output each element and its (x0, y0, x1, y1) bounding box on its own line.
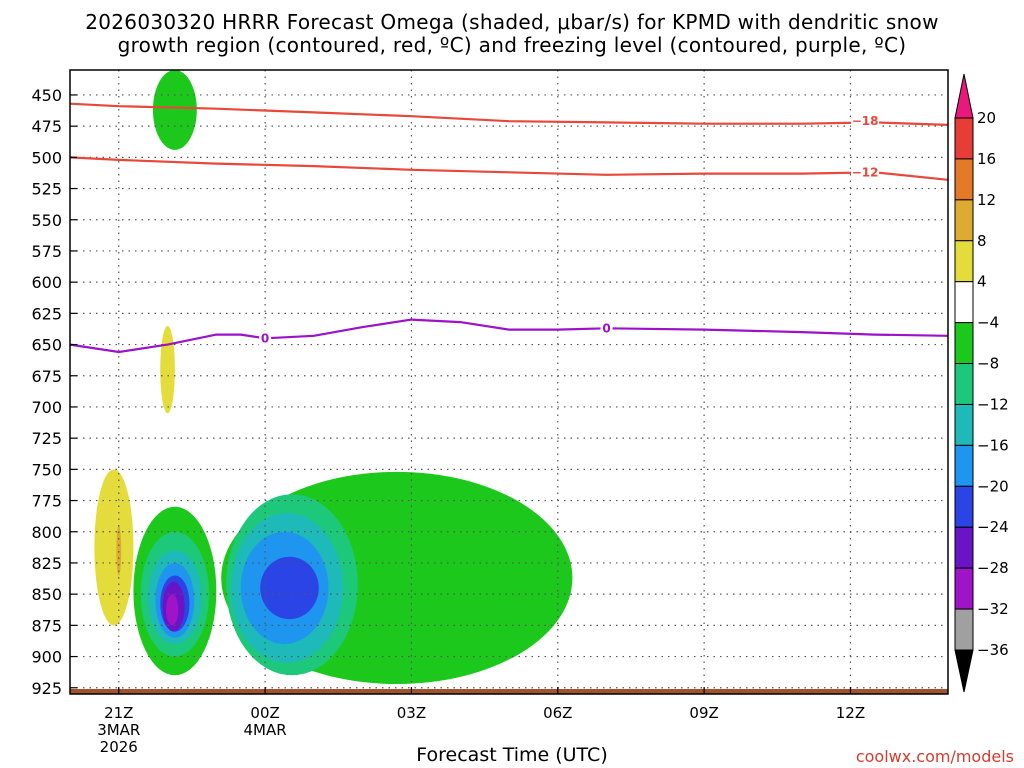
xtick-label-9-0: 06Z (543, 704, 572, 722)
colorbar-label-4: 4 (977, 273, 987, 291)
colorbar-segment-6 (954, 363, 974, 405)
contour-label-bg-1-0 (851, 164, 880, 180)
contour-label-1-0: −12 (852, 165, 879, 179)
colorbar-segment-1 (954, 158, 974, 201)
contour-label-2-1: 0 (602, 321, 610, 335)
temperature-contours (70, 102, 948, 354)
chart-title-line-1: 2026030320 HRRR Forecast Omega (shaded, … (85, 10, 939, 34)
ytick-label-900: 900 (31, 648, 62, 667)
ytick-label-550: 550 (31, 211, 62, 230)
xtick-label-0-1: 3MAR (97, 721, 140, 739)
ytick-label-800: 800 (31, 523, 62, 542)
colorbar-segment-11 (954, 567, 974, 610)
colorbar-segment-9 (954, 485, 974, 528)
colorbar-label-13: −36 (977, 641, 1009, 659)
omega-region-3 (116, 525, 122, 576)
ytick-label-850: 850 (31, 585, 62, 604)
contour-label-bg-2-0 (259, 330, 272, 346)
ytick-label-775: 775 (31, 492, 62, 511)
contour-label-0-0: −18 (852, 114, 879, 128)
ytick-label-725: 725 (31, 429, 62, 448)
colorbar-top-arrow (954, 73, 974, 119)
xtick-label-15-0: 12Z (836, 704, 865, 722)
ytick-label-600: 600 (31, 273, 62, 292)
contour-line-1 (70, 156, 948, 181)
contour-label-2-0: 0 (261, 331, 269, 345)
contour-label-bg-2-1 (600, 320, 613, 336)
omega-region-15 (260, 556, 319, 620)
colorbar-label-3: 8 (977, 232, 987, 250)
colorbar-label-6: −8 (977, 355, 999, 373)
colorbar-label-10: −24 (977, 518, 1009, 536)
contour-labels: −18 −12 0 0 (259, 113, 880, 346)
colorbar-segment-2 (954, 199, 974, 242)
ytick-label-700: 700 (31, 398, 62, 417)
xtick-label-6-0: 03Z (397, 704, 426, 722)
contour-line-0 (70, 102, 948, 126)
chart-title-line-2: growth region (contoured, red, ºC) and f… (117, 33, 907, 57)
surface-strip (70, 689, 948, 694)
ytick-label-675: 675 (31, 367, 62, 386)
ytick-label-450: 450 (31, 86, 62, 105)
xtick-label-0-0: 21Z (104, 704, 133, 722)
xtick-label-3-1: 4MAR (244, 721, 287, 739)
ytick-label-825: 825 (31, 554, 62, 573)
xtick-label-12-0: 09Z (689, 704, 718, 722)
ytick-label-475: 475 (31, 117, 62, 136)
colorbar-label-1: 16 (977, 150, 996, 168)
colorbar-segment-0 (954, 117, 974, 160)
colorbar-segment-12 (954, 608, 974, 651)
ytick-label-575: 575 (31, 242, 62, 261)
contour-label-bg-0-0 (851, 113, 880, 129)
colorbar-segment-7 (954, 403, 974, 446)
surface-terrain (70, 689, 948, 694)
colorbar-segment-4 (954, 281, 974, 324)
credit-link[interactable]: coolwx.com/models (855, 747, 1014, 766)
ytick-label-875: 875 (31, 616, 62, 635)
colorbar-label-12: −32 (977, 600, 1009, 618)
colorbar-segment-3 (954, 240, 974, 283)
colorbar-bottom-arrow (954, 649, 974, 693)
omega-region-1 (160, 325, 175, 414)
omega-region-0 (152, 70, 197, 150)
ytick-label-525: 525 (31, 180, 62, 199)
omega-region-2 (94, 469, 134, 626)
xtick-label-0-2: 2026 (100, 738, 138, 756)
colorbar-label-7: −12 (977, 395, 1009, 413)
ytick-label-925: 925 (31, 679, 62, 698)
colorbar-segment-5 (954, 322, 974, 365)
colorbar-label-9: −20 (977, 477, 1009, 495)
ytick-label-650: 650 (31, 336, 62, 355)
colorbar-segment-10 (954, 526, 974, 569)
colorbar-label-5: −4 (977, 314, 999, 332)
colorbar-label-2: 12 (977, 191, 996, 209)
x-axis-title: Forecast Time (UTC) (416, 744, 608, 766)
colorbar-label-0: 20 (977, 109, 996, 127)
omega-region-10 (166, 594, 179, 626)
ytick-label-750: 750 (31, 460, 62, 479)
colorbar: 20 16 12 8 4 −4 −8 −12 −16 −20 −24 −28 −32 −36 (954, 73, 1009, 693)
plot-frame (69, 69, 949, 695)
pressure-axis: 450 475 500 525 550 575 600 625 650 675 700 725 750 7… (31, 86, 77, 698)
colorbar-label-8: −16 (977, 436, 1009, 454)
colorbar-label-11: −28 (977, 559, 1009, 577)
colorbar-segment-8 (954, 444, 974, 487)
contour-line-2 (70, 318, 948, 354)
xtick-label-3-0: 00Z (250, 704, 279, 722)
ytick-label-625: 625 (31, 304, 62, 323)
ytick-label-500: 500 (31, 148, 62, 167)
